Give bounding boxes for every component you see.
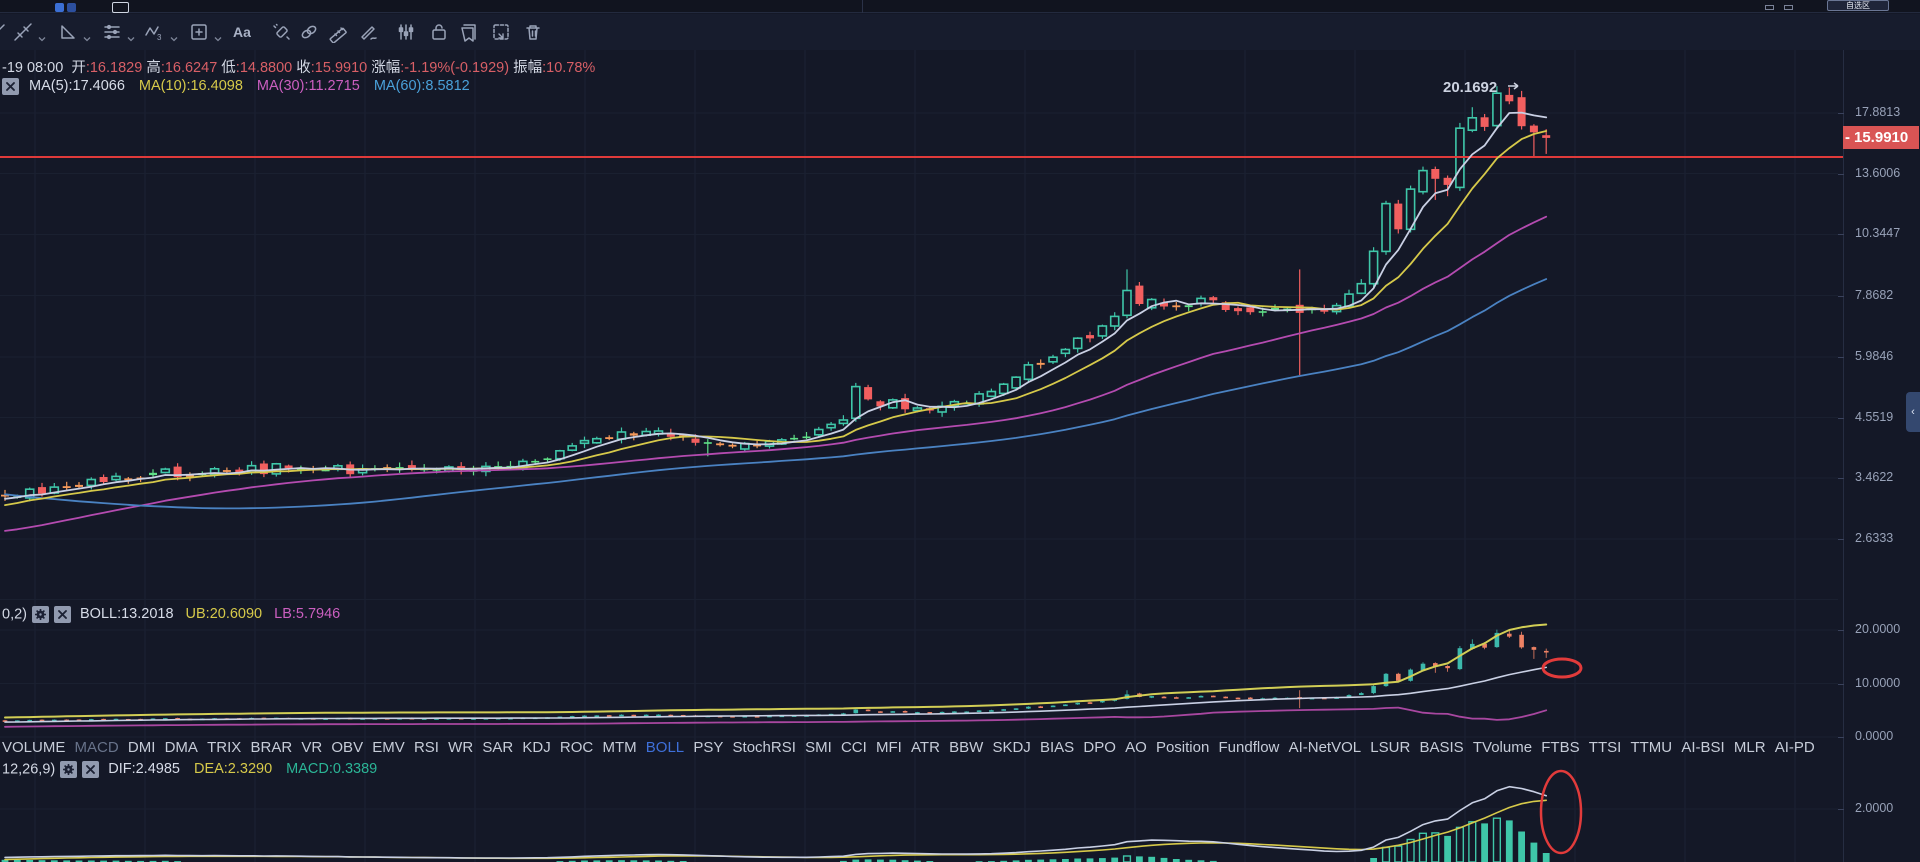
svg-text:20.1692: 20.1692: [1443, 79, 1497, 96]
svg-text:3: 3: [157, 33, 162, 42]
